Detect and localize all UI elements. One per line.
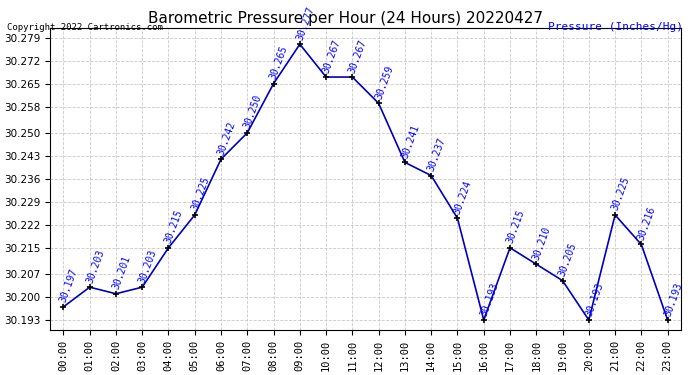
Text: 30.224: 30.224 (452, 179, 473, 216)
Text: 30.215: 30.215 (164, 209, 185, 245)
Text: 30.193: 30.193 (478, 281, 500, 317)
Text: 30.250: 30.250 (242, 93, 264, 130)
Text: 30.203: 30.203 (84, 248, 106, 284)
Text: 30.215: 30.215 (505, 209, 526, 245)
Text: 30.201: 30.201 (110, 254, 132, 291)
Text: 30.241: 30.241 (400, 123, 421, 160)
Text: 30.216: 30.216 (636, 205, 658, 242)
Text: 30.265: 30.265 (268, 44, 290, 81)
Text: 30.210: 30.210 (531, 225, 553, 261)
Text: 30.267: 30.267 (347, 38, 368, 74)
Text: Barometric Pressure per Hour (24 Hours) 20220427: Barometric Pressure per Hour (24 Hours) … (148, 11, 542, 26)
Text: 30.267: 30.267 (321, 38, 342, 74)
Text: 30.225: 30.225 (190, 176, 211, 212)
Text: Pressure (Inches/Hg): Pressure (Inches/Hg) (548, 22, 683, 33)
Text: Copyright 2022 Cartronics.com: Copyright 2022 Cartronics.com (7, 22, 163, 32)
Text: 30.197: 30.197 (58, 267, 79, 304)
Text: 30.225: 30.225 (610, 176, 631, 212)
Text: 30.259: 30.259 (373, 64, 395, 100)
Text: 30.193: 30.193 (584, 281, 605, 317)
Text: 30.277: 30.277 (295, 5, 316, 41)
Text: 30.242: 30.242 (216, 120, 237, 156)
Text: 30.237: 30.237 (426, 136, 447, 173)
Text: 30.205: 30.205 (558, 241, 579, 278)
Text: 30.193: 30.193 (662, 281, 684, 317)
Text: 30.203: 30.203 (137, 248, 159, 284)
